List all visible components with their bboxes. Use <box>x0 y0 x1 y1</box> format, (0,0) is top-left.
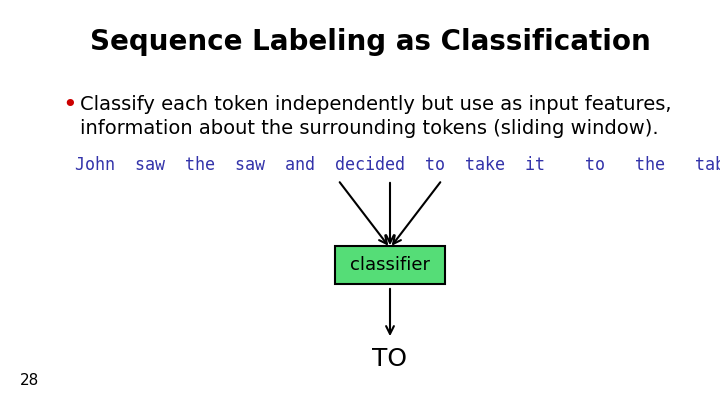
Text: Classify each token independently but use as input features,: Classify each token independently but us… <box>80 96 672 115</box>
Text: Sequence Labeling as Classification: Sequence Labeling as Classification <box>89 28 650 56</box>
Text: •: • <box>62 93 77 117</box>
Text: 28: 28 <box>20 373 40 388</box>
Bar <box>335 246 445 284</box>
Text: information about the surrounding tokens (sliding window).: information about the surrounding tokens… <box>80 119 659 138</box>
Text: John  saw  the  saw  and  decided  to  take  it    to   the   table.: John saw the saw and decided to take it … <box>75 156 720 174</box>
Text: TO: TO <box>372 347 408 371</box>
Text: classifier: classifier <box>350 256 430 274</box>
